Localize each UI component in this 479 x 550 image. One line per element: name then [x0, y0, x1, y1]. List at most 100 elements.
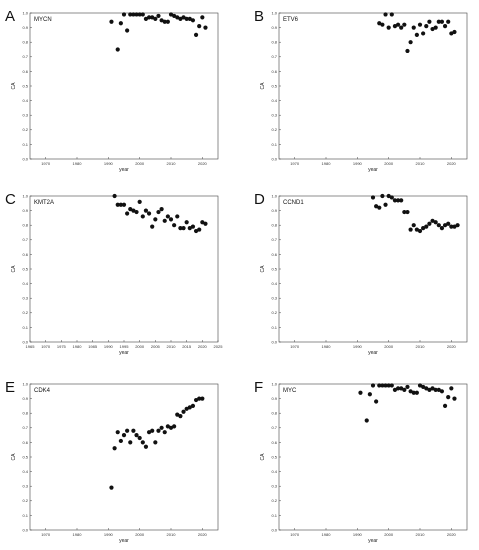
data-point: [112, 446, 117, 451]
data-point: [402, 22, 407, 27]
data-point: [200, 220, 205, 225]
data-point: [168, 425, 174, 430]
y-tick-label: 0.1: [22, 513, 28, 518]
y-tick-label: 0.9: [22, 208, 28, 213]
plot-frame: [278, 12, 468, 160]
y-tick-label: 0.7: [271, 54, 277, 59]
data-point: [159, 207, 164, 212]
data-point: [374, 399, 379, 404]
x-tick-label: 1995: [120, 344, 130, 349]
y-tick-label: 0.4: [22, 281, 28, 286]
data-point: [395, 386, 401, 391]
panel-f: F MYC 0.0 0.1 0.2 0.3 0.4 0.5 0.6 0.7 0.8 0.9 1.0 197…: [254, 379, 468, 544]
data-point: [193, 32, 199, 38]
data-point: [411, 223, 416, 228]
x-tick-label: 2000: [384, 532, 394, 537]
data-point: [408, 227, 413, 232]
data-point: [128, 12, 133, 17]
data-point: [175, 15, 180, 20]
x-tick-label: 2010: [416, 532, 426, 537]
data-point: [193, 228, 199, 234]
data-point: [121, 433, 127, 438]
x-tick-label: 2015: [182, 344, 192, 349]
x-tick-label: 1970: [290, 161, 300, 166]
data-point: [392, 198, 398, 203]
data-point: [172, 424, 177, 429]
x-axis-label: year: [368, 167, 378, 173]
data-point: [452, 29, 457, 35]
data-point: [190, 224, 196, 229]
x-tick-label: 2020: [447, 532, 457, 537]
data-point: [165, 214, 170, 219]
y-tick-label: 0.5: [271, 266, 277, 271]
data-point: [442, 223, 448, 228]
x-tick-label: 1980: [322, 532, 332, 537]
data-point: [383, 202, 388, 207]
data-point: [137, 435, 142, 441]
data-point: [446, 221, 451, 226]
y-tick-label: 0.9: [271, 25, 277, 30]
data-point: [414, 390, 419, 395]
data-point: [421, 226, 426, 231]
y-tick-label: 0.8: [271, 40, 277, 45]
data-point: [370, 195, 376, 200]
y-tick-label: 0.1: [271, 325, 277, 330]
y-tick-label: 1.0: [22, 10, 28, 15]
data-point: [380, 22, 385, 27]
y-tick-label: 0.3: [22, 484, 28, 489]
y-tick-label: 0.2: [22, 498, 28, 503]
data-point: [439, 389, 445, 394]
data-point: [190, 18, 196, 23]
y-tick-label: 0.2: [271, 498, 277, 503]
data-point: [146, 430, 152, 435]
data-point: [172, 13, 177, 19]
data-point: [377, 383, 382, 388]
x-tick-label: 2010: [167, 161, 177, 166]
y-tick-label: 0.8: [22, 223, 28, 228]
panel-title: MYCN: [34, 17, 52, 23]
data-point: [411, 390, 416, 395]
data-point: [140, 440, 145, 445]
data-point: [109, 485, 114, 490]
data-point: [399, 25, 404, 30]
data-point: [367, 392, 372, 397]
y-tick-label: 1.0: [22, 381, 28, 386]
data-point: [118, 202, 123, 207]
y-tick-label: 0.2: [271, 127, 277, 132]
panel-letter: E: [5, 379, 15, 396]
panel-title: MYC: [283, 388, 297, 394]
data-point: [417, 228, 423, 234]
x-tick-label: 2020: [198, 532, 208, 537]
data-point: [408, 389, 413, 394]
data-point: [187, 16, 192, 21]
data-point: [408, 40, 413, 45]
data-point: [446, 395, 451, 400]
y-tick-label: 0.9: [271, 396, 277, 401]
data-point: [389, 195, 394, 200]
data-point: [193, 397, 199, 403]
x-axis-label: year: [368, 538, 378, 544]
y-tick-label: 0.0: [271, 527, 277, 532]
x-tick-label: 2020: [198, 161, 208, 166]
y-axis-label: CA: [260, 453, 266, 461]
y-tick-label: 0.3: [271, 484, 277, 489]
panel-letter: A: [5, 8, 15, 25]
y-tick-label: 0.6: [271, 440, 277, 445]
data-point: [399, 198, 404, 203]
data-point: [427, 19, 432, 24]
x-tick-label: 2000: [384, 344, 394, 349]
data-point: [417, 383, 423, 388]
data-point: [156, 13, 161, 19]
data-point: [386, 25, 391, 30]
y-tick-label: 0.1: [22, 325, 28, 330]
y-tick-label: 0.0: [22, 527, 28, 532]
data-point: [455, 223, 460, 228]
data-point: [159, 425, 164, 430]
data-point: [131, 208, 136, 213]
y-tick-label: 0.3: [271, 113, 277, 118]
data-point: [178, 226, 183, 231]
y-tick-label: 0.3: [22, 113, 28, 118]
x-tick-label: 1980: [73, 161, 83, 166]
data-point: [421, 31, 426, 36]
